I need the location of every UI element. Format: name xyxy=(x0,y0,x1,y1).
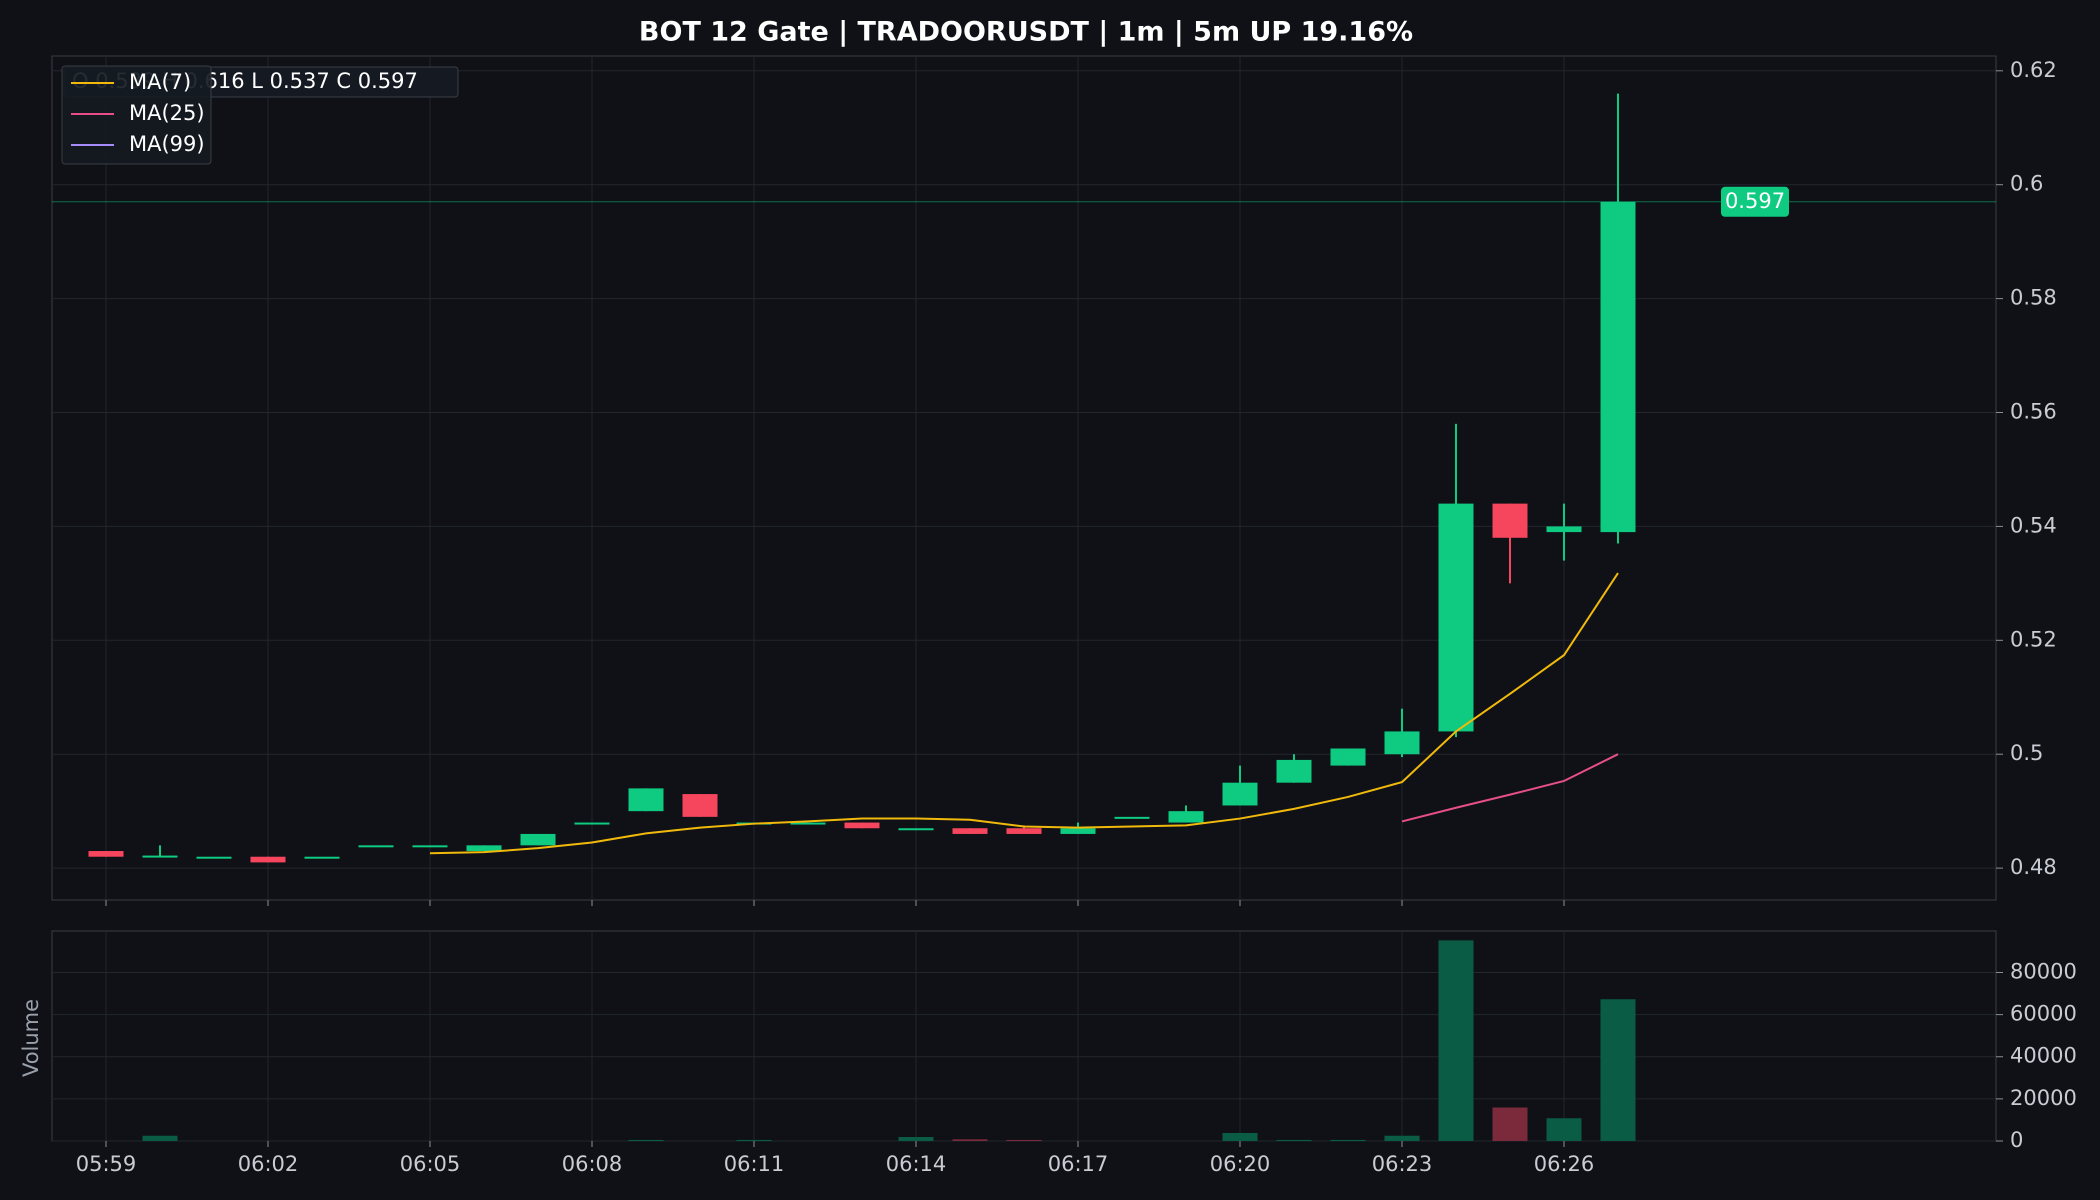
chart-title: BOT 12 Gate | TRADOORUSDT | 1m | 5m UP 1… xyxy=(639,17,1413,48)
last-price-label: 0.597 xyxy=(1725,189,1785,213)
y-tick-label: 0.52 xyxy=(2010,627,2057,651)
volume-bar xyxy=(1384,1135,1420,1141)
candle-body xyxy=(1114,816,1150,819)
candle-body xyxy=(844,822,880,829)
y-tick-label: 20000 xyxy=(2010,1086,2077,1110)
volume-axis-label: Volume xyxy=(19,999,43,1077)
candle-body xyxy=(1492,503,1528,538)
x-tick-label: 06:11 xyxy=(724,1152,785,1176)
x-tick-label: 06:05 xyxy=(400,1152,461,1176)
candle-body xyxy=(790,822,826,825)
y-tick-label: 0.58 xyxy=(2010,286,2057,310)
volume-bar xyxy=(1546,1118,1582,1141)
x-tick-label: 06:02 xyxy=(238,1152,299,1176)
candle-body xyxy=(412,845,448,848)
candle-body xyxy=(1330,748,1366,766)
grid: 0.48 0.5 0.52 0.54 0.56 0.58 0.6 0.62 0 20000 4000… xyxy=(52,56,2077,1176)
candle-body xyxy=(1600,201,1636,533)
ma-line xyxy=(429,572,1619,855)
candle-body xyxy=(628,788,664,812)
volume-bar xyxy=(1222,1132,1258,1141)
volume-bar xyxy=(952,1139,988,1141)
y-tick-label: 0.54 xyxy=(2010,513,2057,537)
last-price-box xyxy=(1721,186,1789,217)
volume-panel xyxy=(51,930,1997,1142)
candle-body xyxy=(1006,828,1042,834)
ma-line xyxy=(1401,753,1619,823)
candle-body xyxy=(1276,759,1312,783)
x-tick-label: 05:59 xyxy=(76,1152,137,1176)
candle-body xyxy=(1438,503,1474,732)
overlay: O 0.539 H 0.616 L 0.537 C 0.597 MA(7)MA(… xyxy=(61,65,459,165)
candle-body xyxy=(88,851,124,857)
y-tick-label: 0.62 xyxy=(2010,58,2057,82)
y-tick-label: 60000 xyxy=(2010,1002,2077,1026)
x-tick-label: 06:17 xyxy=(1048,1152,1109,1176)
candle-body xyxy=(358,845,394,848)
volume-bar xyxy=(1330,1139,1366,1141)
y-tick-label: 40000 xyxy=(2010,1044,2077,1068)
candle-body xyxy=(1546,526,1582,533)
y-tick-label: 0.5 xyxy=(2010,741,2043,765)
candle-body xyxy=(196,856,232,859)
volume-bar xyxy=(736,1139,772,1141)
x-tick-label: 06:26 xyxy=(1534,1152,1595,1176)
candle-body xyxy=(682,794,718,817)
volume-bar xyxy=(1006,1139,1042,1141)
y-tick-label: 0 xyxy=(2010,1128,2023,1152)
volume-bar xyxy=(628,1139,664,1141)
x-tick-label: 06:23 xyxy=(1372,1152,1433,1176)
candle-body xyxy=(1060,828,1096,834)
y-tick-label: 80000 xyxy=(2010,959,2077,983)
legend-label: MA(7) xyxy=(129,70,191,94)
marks: 0.597 xyxy=(52,93,1996,1141)
candle-body xyxy=(1222,782,1258,806)
volume-bar xyxy=(898,1136,934,1141)
candle-body xyxy=(304,856,340,859)
candle-body xyxy=(520,833,556,846)
price-panel xyxy=(51,55,1997,901)
volume-bar xyxy=(142,1135,178,1141)
y-tick-label: 0.6 xyxy=(2010,172,2043,196)
legend-label: MA(25) xyxy=(129,101,205,125)
x-tick-label: 06:08 xyxy=(562,1152,623,1176)
candle-body xyxy=(574,822,610,825)
y-tick-label: 0.56 xyxy=(2010,400,2057,424)
candle-body xyxy=(898,828,934,831)
volume-bar xyxy=(1438,940,1474,1141)
volume-bar xyxy=(1492,1107,1528,1141)
y-tick-label: 0.48 xyxy=(2010,855,2057,879)
candle-body xyxy=(952,828,988,834)
candle-body xyxy=(142,855,178,858)
x-tick-label: 06:14 xyxy=(886,1152,947,1176)
candle-body xyxy=(1384,731,1420,755)
volume-bar xyxy=(1600,999,1636,1141)
x-tick-label: 06:20 xyxy=(1210,1152,1271,1176)
volume-bar xyxy=(1276,1139,1312,1141)
candle-body xyxy=(250,856,286,863)
candle-body xyxy=(1168,811,1204,823)
candle-body xyxy=(466,845,502,852)
legend xyxy=(61,65,212,165)
legend-label: MA(99) xyxy=(129,132,205,156)
